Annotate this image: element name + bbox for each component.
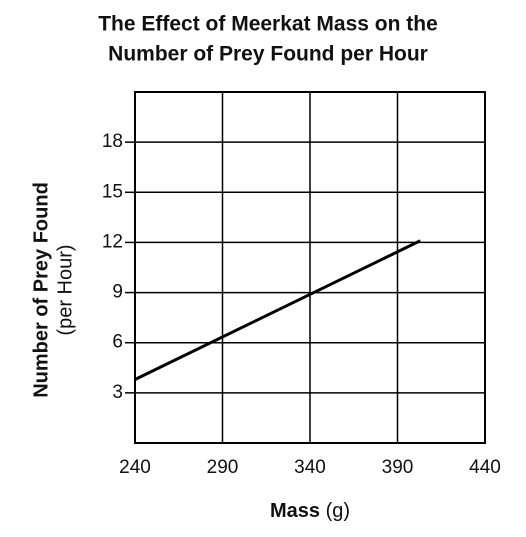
- x-tick-label: 440: [469, 457, 501, 478]
- y-tick-label: 15: [102, 181, 123, 202]
- data-line: [134, 239, 421, 381]
- x-label-text: Mass: [270, 500, 320, 522]
- y-tick-label: 12: [102, 231, 123, 252]
- x-tick-label: 340: [294, 457, 326, 478]
- x-tick-label: 390: [382, 457, 414, 478]
- x-tick-label: 240: [119, 457, 151, 478]
- y-axis-label: Number of Prey Found: [30, 182, 52, 398]
- y-tick-label: 6: [112, 332, 123, 353]
- y-tick-label: 9: [112, 282, 123, 303]
- x-tick-label: 290: [207, 457, 239, 478]
- y-tick-label: 18: [102, 131, 123, 152]
- chart-title: Number of Prey Found per Hour: [108, 43, 428, 66]
- x-axis-label: Mass (g): [270, 500, 350, 522]
- chart-title: The Effect of Meerkat Mass on the: [98, 13, 438, 36]
- x-label-unit: (g): [326, 500, 350, 522]
- y-axis-unit: (per Hour): [54, 244, 76, 335]
- y-tick-label: 3: [112, 382, 123, 403]
